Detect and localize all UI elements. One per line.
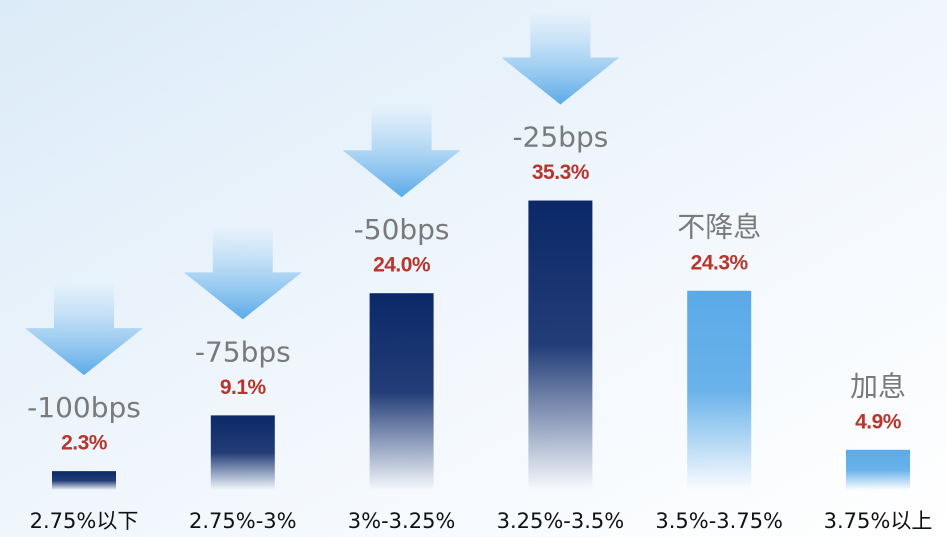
value-label: 35.3%: [532, 161, 590, 184]
x-tick-label: 2.75%-3%: [189, 509, 297, 533]
arrow-icon: [25, 280, 143, 376]
arrow-icon: [183, 224, 302, 320]
annotation: -25bps: [512, 121, 608, 154]
value-label: 24.0%: [373, 254, 431, 277]
annotation: -50bps: [354, 213, 450, 246]
annotation: -100bps: [27, 391, 141, 424]
value-label: 24.3%: [691, 251, 749, 274]
annotation: 加息: [850, 370, 906, 403]
value-label: 2.3%: [61, 432, 108, 455]
bar: [52, 471, 116, 490]
bar: [846, 449, 910, 490]
x-tick-label: 3.5%-3.75%: [655, 509, 783, 533]
arrow-icon: [342, 102, 461, 198]
x-tick-label: 2.75%以下: [30, 509, 139, 533]
value-label: 9.1%: [220, 376, 267, 399]
bar: [369, 293, 434, 490]
bar: [687, 290, 752, 490]
value-label: 4.9%: [855, 410, 902, 433]
arrow-icon: [501, 9, 620, 105]
bar: [210, 415, 275, 490]
x-tick-label: 3.75%以上: [824, 509, 933, 533]
annotation: 不降息: [677, 211, 761, 244]
bar: [528, 200, 593, 491]
x-tick-label: 3.25%-3.5%: [497, 509, 625, 533]
x-tick-label: 3%-3.25%: [348, 509, 456, 533]
annotation: -75bps: [195, 335, 291, 368]
